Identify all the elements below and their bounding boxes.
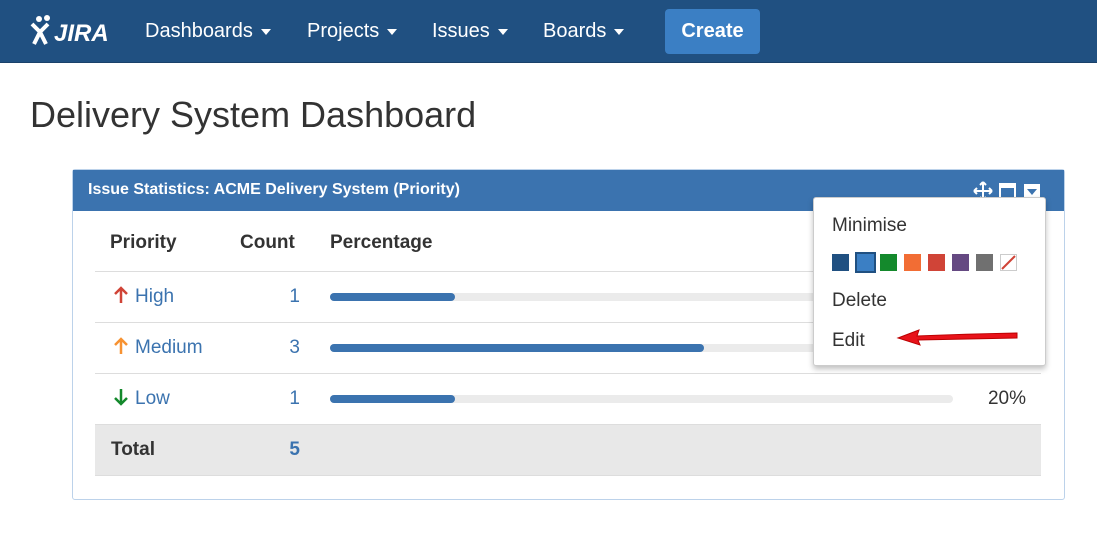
nav-menu[interactable]: Boards <box>543 20 625 43</box>
percentage-track <box>330 344 953 352</box>
annotation-arrow <box>896 329 1018 346</box>
count-link[interactable]: 1 <box>289 388 300 409</box>
nav-label: Boards <box>543 20 607 42</box>
percentage-bar <box>330 395 455 403</box>
menu-item[interactable]: Delete <box>832 290 887 311</box>
count-link[interactable]: 3 <box>289 337 300 358</box>
nav-label: Dashboards <box>145 20 253 42</box>
color-swatch[interactable] <box>1000 254 1017 271</box>
gadget: Issue Statistics: ACME Delivery System (… <box>72 169 1065 500</box>
menu-item[interactable]: Minimise <box>832 215 907 236</box>
logo-text: JIRA <box>54 20 109 47</box>
total-count[interactable]: 5 <box>289 439 300 460</box>
nav-label: Projects <box>307 20 380 42</box>
percentage-bar <box>330 344 704 352</box>
color-swatch[interactable] <box>928 254 945 271</box>
menu-item[interactable]: Edit <box>832 330 865 351</box>
create-button[interactable]: Create <box>665 9 760 54</box>
percentage-bar <box>330 293 455 301</box>
color-swatch[interactable] <box>976 254 993 271</box>
priority-icon <box>114 337 128 354</box>
column-header: Percentage <box>330 232 433 253</box>
column-header: Priority <box>110 232 177 253</box>
priority-link[interactable]: High <box>135 286 175 307</box>
page-title: Delivery System Dashboard <box>30 94 477 135</box>
color-swatch[interactable] <box>855 252 876 273</box>
total-label: Total <box>111 439 155 460</box>
nav-menu[interactable]: Issues <box>432 20 508 43</box>
total-row: Total 5 <box>95 424 1041 476</box>
column-header: Count <box>240 232 295 253</box>
gadget-title: Issue Statistics: ACME Delivery System (… <box>88 181 460 198</box>
percentage-track <box>330 395 953 403</box>
top-nav: JIRA Dashboards Projects Issues Boards C… <box>0 0 1097 63</box>
nav-menu[interactable]: Projects <box>307 20 398 43</box>
logo[interactable]: JIRA <box>30 14 115 48</box>
priority-link[interactable]: Medium <box>135 337 203 358</box>
priority-icon <box>114 389 128 406</box>
color-swatch[interactable] <box>952 254 969 271</box>
color-swatch[interactable] <box>880 254 897 271</box>
count-link[interactable]: 1 <box>289 286 300 307</box>
table-row: Low 1 20% <box>95 373 1041 424</box>
percentage-label: 20% <box>987 388 1026 409</box>
table-row: Medium 3 <box>95 322 1041 373</box>
priority-icon <box>114 286 128 303</box>
nav-label: Issues <box>432 20 490 42</box>
priority-link[interactable]: Low <box>135 388 170 409</box>
nav-menu[interactable]: Dashboards <box>145 20 271 43</box>
table-row: High 1 <box>95 271 1041 322</box>
color-swatch[interactable] <box>904 254 921 271</box>
percentage-track <box>330 293 953 301</box>
color-swatch[interactable] <box>832 254 849 271</box>
